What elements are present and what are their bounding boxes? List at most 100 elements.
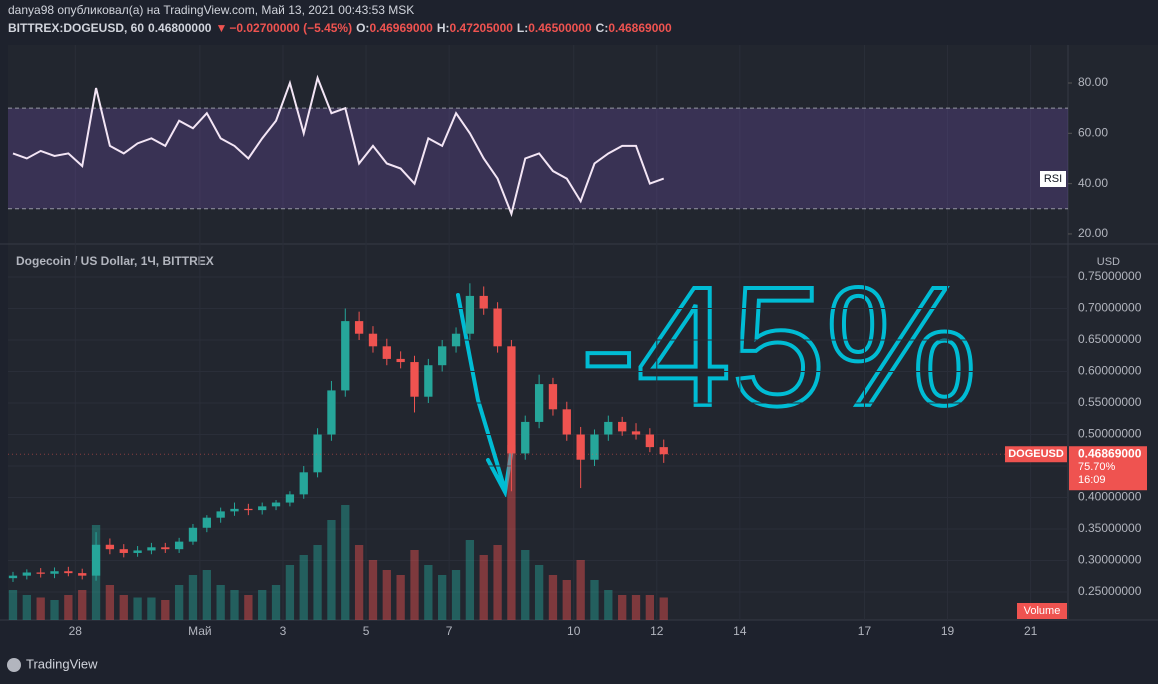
- candle-body: [521, 421, 530, 454]
- volume-bar: [188, 575, 198, 620]
- volume-bar: [659, 597, 668, 620]
- volume-bar: [78, 590, 87, 620]
- candle-body: [105, 544, 115, 550]
- candle-body: [548, 384, 558, 410]
- volume-bar: [465, 540, 475, 620]
- y-tick-label: 0.50000000: [1078, 427, 1142, 441]
- volume-bar: [119, 595, 128, 620]
- volume-bar: [396, 575, 405, 620]
- candle-body: [659, 447, 668, 455]
- volume-bar: [451, 570, 461, 620]
- candle-body: [174, 541, 184, 550]
- last-price-name-box: [1005, 446, 1067, 463]
- volume-bar: [410, 550, 419, 620]
- y-tick-label: 0.30000000: [1078, 553, 1142, 567]
- candle-body: [438, 346, 447, 366]
- candle-body: [604, 421, 613, 435]
- candle-body: [507, 346, 516, 454]
- volume-bar: [368, 560, 378, 620]
- candle-body: [313, 434, 322, 473]
- meta: BITTREX:DOGEUSD, 60 0.46800000 ▼ −0.0270000…: [8, 21, 672, 35]
- last-price-box: [1069, 446, 1147, 491]
- o: 0.46969000: [369, 21, 433, 35]
- x-tick-label: 5: [363, 624, 370, 638]
- rsi-label-box: [1040, 171, 1066, 187]
- candle-body: [8, 575, 18, 579]
- candle-body: [618, 421, 627, 432]
- author: danya98 опубликовал(а) на TradingView.co…: [8, 3, 414, 17]
- candle-body: [341, 321, 350, 391]
- candle-body: [161, 547, 170, 550]
- x-tick-label: 3: [280, 624, 287, 638]
- volume-bar: [631, 595, 641, 620]
- volume-bar: [438, 575, 447, 620]
- volume-bar: [424, 565, 433, 620]
- volume-bar: [645, 595, 655, 620]
- candle-body: [216, 511, 225, 518]
- volume-bar: [507, 445, 516, 620]
- y-unit: USD: [1097, 256, 1120, 268]
- x-tick-label: 7: [446, 624, 453, 638]
- symbol: BITTREX:DOGEUSD, 60: [8, 21, 144, 35]
- x-tick-label: Май: [188, 624, 212, 638]
- rsi-line: [12, 74, 665, 218]
- brand: TradingView: [26, 656, 98, 671]
- l-label: L:: [517, 21, 528, 35]
- volume-bar: [534, 565, 544, 620]
- volume-bar: [258, 590, 267, 620]
- volume-bar: [174, 585, 184, 620]
- candle-body: [493, 308, 502, 347]
- volume-bar: [493, 545, 502, 620]
- volume-bar: [244, 595, 253, 620]
- volume-bar: [285, 565, 295, 620]
- volume-bar: [230, 590, 239, 620]
- last-price-name: DOGEUSD: [1008, 448, 1064, 460]
- candle-body: [91, 544, 101, 576]
- candle-body: [244, 508, 253, 511]
- y-tick-label: 0.40000000: [1078, 490, 1142, 504]
- candle-body: [299, 472, 308, 495]
- y-tick-label: 0.65000000: [1078, 332, 1142, 346]
- y-tick-label: 0.70000000: [1078, 301, 1142, 315]
- candle-body: [479, 295, 488, 309]
- rsi-label: RSI: [1044, 173, 1062, 185]
- candle-body: [50, 571, 59, 574]
- volume-bar: [161, 600, 170, 620]
- volume-label-box: [1017, 603, 1067, 619]
- y-tick-label: 0.25000000: [1078, 584, 1142, 598]
- candle-body: [285, 494, 295, 503]
- volume-bar: [382, 570, 391, 620]
- candle-body: [271, 502, 281, 507]
- candle-body: [258, 506, 267, 511]
- volume-bar: [271, 585, 281, 620]
- volume-bar: [521, 550, 530, 620]
- h-label: H:: [437, 21, 450, 35]
- volume-bar: [548, 575, 558, 620]
- logo: [7, 658, 21, 672]
- change: −0.02700000 (−5.45%): [229, 21, 352, 35]
- x-tick-label: 28: [69, 624, 83, 638]
- arrow-drawing: [456, 293, 514, 499]
- last: 0.46800000: [148, 21, 212, 35]
- rsi-tick-label: 80.00: [1078, 75, 1108, 89]
- x-tick-label: 19: [941, 624, 955, 638]
- candle-body: [410, 362, 419, 397]
- y-tick-label: 0.55000000: [1078, 395, 1142, 409]
- volume-bar: [147, 597, 156, 620]
- candle-body: [64, 571, 73, 574]
- volume-bar: [299, 555, 308, 620]
- last-price-timer: 16:09: [1078, 474, 1106, 486]
- volume-bar: [202, 570, 211, 620]
- c: 0.46869000: [608, 21, 672, 35]
- rsi-band: [8, 108, 1068, 209]
- volume-bar: [216, 585, 225, 620]
- o-label: O:: [356, 21, 369, 35]
- candle-body: [368, 333, 378, 347]
- y-tick-label: 0.35000000: [1078, 521, 1142, 535]
- candle-body: [119, 549, 128, 553]
- last-price-label: 0.46869000: [1078, 446, 1142, 460]
- volume-bar: [105, 585, 115, 620]
- volume-bar: [313, 545, 322, 620]
- candle-body: [424, 365, 433, 397]
